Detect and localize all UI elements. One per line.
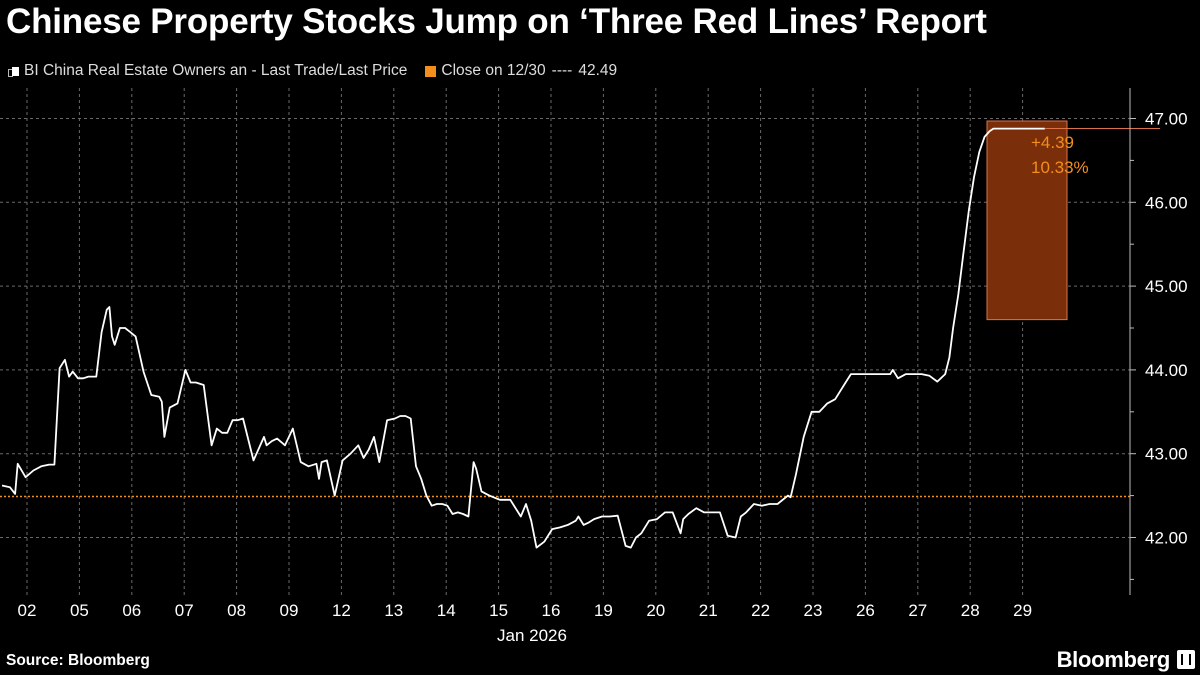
legend-reference-dashes: ---- — [551, 62, 573, 79]
x-tick-label: 29 — [1013, 601, 1032, 620]
x-tick-label: 09 — [280, 601, 299, 620]
change-highlight-box — [986, 120, 1068, 321]
x-tick-label: 15 — [489, 601, 508, 620]
x-tick-label: 12 — [332, 601, 351, 620]
y-tick-label: 46.00 — [1145, 193, 1188, 212]
x-tick-label: 23 — [804, 601, 823, 620]
x-tick-label: 28 — [961, 601, 980, 620]
x-tick-label: 08 — [227, 601, 246, 620]
x-tick-label: 26 — [856, 601, 875, 620]
chart-legend: BI China Real Estate Owners an - Last Tr… — [8, 61, 617, 81]
x-axis-month-label: Jan 2026 — [497, 626, 567, 645]
x-tick-label: 21 — [699, 601, 718, 620]
x-tick-label: 02 — [18, 601, 37, 620]
legend-reference-value: 42.49 — [578, 62, 618, 79]
x-tick-label: 14 — [437, 601, 456, 620]
y-tick-label: 44.00 — [1145, 361, 1188, 380]
reference-swatch-icon — [425, 65, 437, 77]
x-tick-label: 06 — [122, 601, 141, 620]
price-series-line — [1, 127, 1045, 549]
x-tick-label: 22 — [751, 601, 770, 620]
bloomberg-icon — [1177, 650, 1195, 669]
x-tick-label: 27 — [908, 601, 927, 620]
line-series-swatch-icon — [8, 66, 19, 77]
chart-title: Chinese Property Stocks Jump on ‘Three R… — [6, 2, 987, 41]
x-tick-label: 13 — [384, 601, 403, 620]
change-annotation: +4.39 — [1031, 133, 1074, 152]
x-tick-label: 07 — [175, 601, 194, 620]
x-tick-label: 19 — [594, 601, 613, 620]
source-footnote: Source: Bloomberg — [6, 652, 150, 669]
x-tick-label: 20 — [646, 601, 665, 620]
legend-reference-label: Close on 12/30 — [441, 62, 546, 79]
y-axis-ticks: 42.00 43.00 44.00 45.00 46.00 47.00 — [1130, 110, 1188, 580]
legend-series-label: BI China Real Estate Owners an - Last Tr… — [24, 62, 408, 79]
bloomberg-logo: Bloomberg — [1056, 647, 1171, 672]
y-tick-label: 45.00 — [1145, 277, 1188, 296]
x-tick-label: 16 — [542, 601, 561, 620]
x-tick-label: 05 — [70, 601, 89, 620]
horizontal-gridlines — [0, 118, 1130, 538]
vertical-gridlines — [26, 88, 1024, 595]
x-axis-ticks: 02 05 06 07 08 09 12 13 14 15 16 19 20 21 22 23 26 27 28 29 — [18, 601, 1033, 620]
percent-annotation: 10.33% — [1031, 158, 1089, 177]
y-tick-label: 42.00 — [1145, 529, 1188, 548]
y-tick-label: 47.00 — [1145, 110, 1188, 129]
y-tick-label: 43.00 — [1145, 445, 1188, 464]
